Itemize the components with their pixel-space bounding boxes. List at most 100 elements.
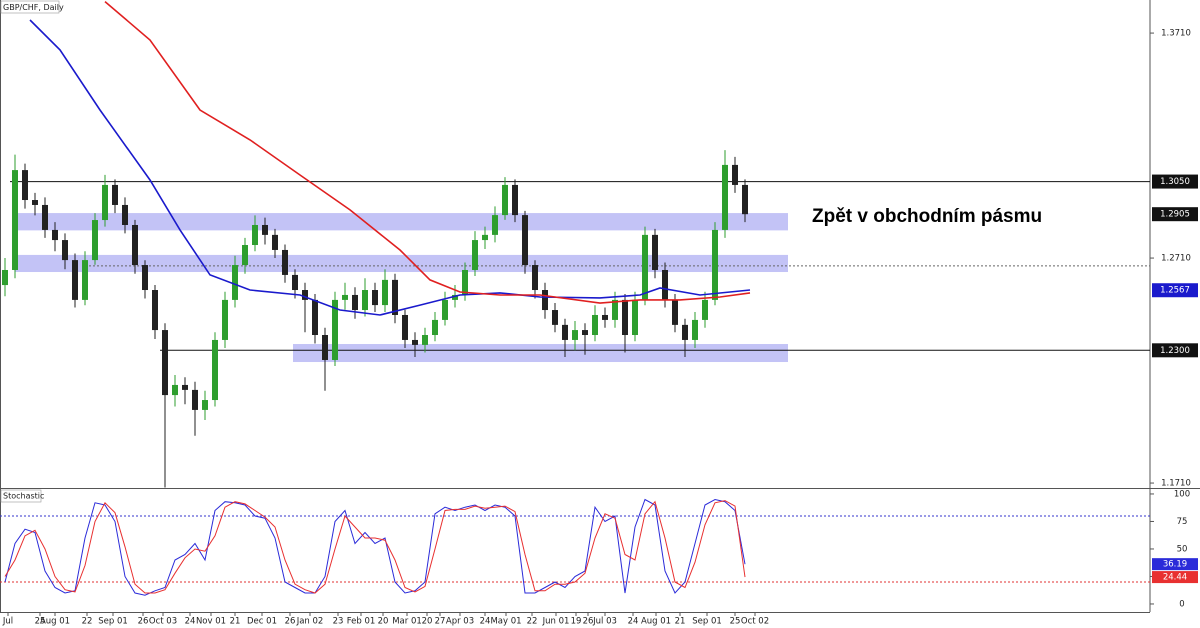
- candle-body: [122, 204, 128, 225]
- title-box: [0, 0, 60, 14]
- moving-average: [29, 19, 751, 316]
- x-tick-label: 23: [333, 617, 344, 627]
- candle-body: [382, 279, 388, 306]
- candle-body: [232, 265, 238, 300]
- candle-body: [542, 290, 548, 311]
- candle-body: [452, 294, 458, 300]
- x-tick-label: 24: [185, 617, 196, 627]
- zone: [15, 213, 788, 231]
- x-tick-label: 22: [82, 617, 93, 627]
- candle-body: [92, 220, 98, 261]
- candle-body: [682, 324, 688, 340]
- x-tick-label: 19: [571, 617, 582, 627]
- candle-body: [102, 184, 108, 221]
- candle-body: [142, 265, 148, 291]
- candle-body: [242, 245, 248, 266]
- price-label-box: [1152, 207, 1198, 222]
- candle-body: [512, 184, 518, 216]
- candle-body: [692, 319, 698, 340]
- candle-body: [32, 200, 38, 205]
- candle-body: [592, 314, 598, 336]
- candle-body: [152, 290, 158, 331]
- y-tick-label: 75: [1177, 517, 1188, 527]
- candle-body: [252, 224, 258, 246]
- x-tick-label: 24: [480, 617, 491, 627]
- zone: [293, 344, 788, 363]
- x-tick-label: Sep 01: [98, 617, 128, 627]
- x-tick-label: Sep 01: [692, 617, 722, 627]
- x-tick-label: 26: [285, 617, 296, 627]
- candle-body: [472, 240, 478, 270]
- candle-body: [622, 299, 628, 336]
- candle-body: [262, 224, 268, 235]
- x-tick-label: 20: [422, 617, 433, 627]
- x-tick-label: Oct 02: [741, 617, 769, 627]
- x-tick-label: Feb 01: [347, 617, 376, 627]
- candle-body: [432, 319, 438, 336]
- y-tick-label: 50: [1177, 544, 1188, 554]
- zone: [15, 254, 788, 273]
- candle-body: [482, 234, 488, 241]
- candle-body: [522, 215, 528, 266]
- y-tick-label: 1.1710: [1161, 479, 1191, 489]
- candle-body: [332, 299, 338, 360]
- candle-body: [172, 384, 178, 396]
- candle-body: [182, 384, 188, 390]
- candle-body: [662, 269, 668, 300]
- x-tick-label: 20: [378, 617, 389, 627]
- x-tick-label: 25: [35, 617, 46, 627]
- candle-body: [62, 240, 68, 261]
- level-label: 1.3050: [1160, 177, 1190, 187]
- x-tick-label: Dec 01: [247, 617, 277, 627]
- candle-body: [672, 299, 678, 325]
- candle-body: [712, 229, 718, 300]
- price-label: 1.2905: [1160, 210, 1190, 220]
- indicator-title: Stochastic: [3, 492, 44, 501]
- x-tick-label: Aug 01: [40, 617, 70, 627]
- moving-average: [104, 0, 751, 304]
- x-tick-label: Mar 01: [392, 617, 422, 627]
- value-label-box: [1152, 558, 1198, 571]
- candle-body: [162, 330, 168, 396]
- candle-body: [282, 249, 288, 275]
- x-tick-label: Oct 03: [149, 617, 177, 627]
- candle-body: [742, 184, 748, 215]
- y-tick-label: 100: [1174, 489, 1190, 499]
- candle-body: [732, 164, 738, 185]
- x-tick-label: Jun 01: [542, 617, 570, 627]
- candle-body: [562, 324, 568, 340]
- price-label-box: [1152, 283, 1198, 298]
- y-tick-label: 1.2710: [1161, 254, 1191, 264]
- x-tick-label: 21: [675, 617, 686, 627]
- x-tick-label: Jul: [2, 617, 13, 627]
- annotation: Zpět v obchodním pásmu: [812, 206, 1042, 227]
- candle-body: [192, 389, 198, 410]
- candle-body: [362, 290, 368, 311]
- candle-body: [702, 299, 708, 320]
- stoch-line: [4, 498, 746, 596]
- x-tick-label: Apr 03: [446, 617, 474, 627]
- candle-body: [402, 314, 408, 340]
- candle-body: [532, 265, 538, 291]
- candle-body: [392, 279, 398, 315]
- level-label-box: [1152, 343, 1198, 358]
- candle-body: [112, 184, 118, 205]
- candle-body: [212, 339, 218, 401]
- level-label-box: [1152, 174, 1198, 189]
- y-tick-label: 0: [1179, 599, 1184, 609]
- candle-body: [132, 224, 138, 266]
- candle-body: [412, 339, 418, 345]
- value-label: 24.44: [1163, 573, 1187, 583]
- x-tick-label: 26: [583, 617, 594, 627]
- x-tick-label: 24: [628, 617, 639, 627]
- x-tick-label: 26: [138, 617, 149, 627]
- candle-body: [342, 294, 348, 300]
- candle-body: [82, 260, 88, 300]
- candle-body: [462, 269, 468, 295]
- candle-body: [582, 330, 588, 336]
- candle-body: [572, 330, 578, 340]
- x-tick-label: Nov 01: [196, 617, 226, 627]
- candle-body: [492, 215, 498, 235]
